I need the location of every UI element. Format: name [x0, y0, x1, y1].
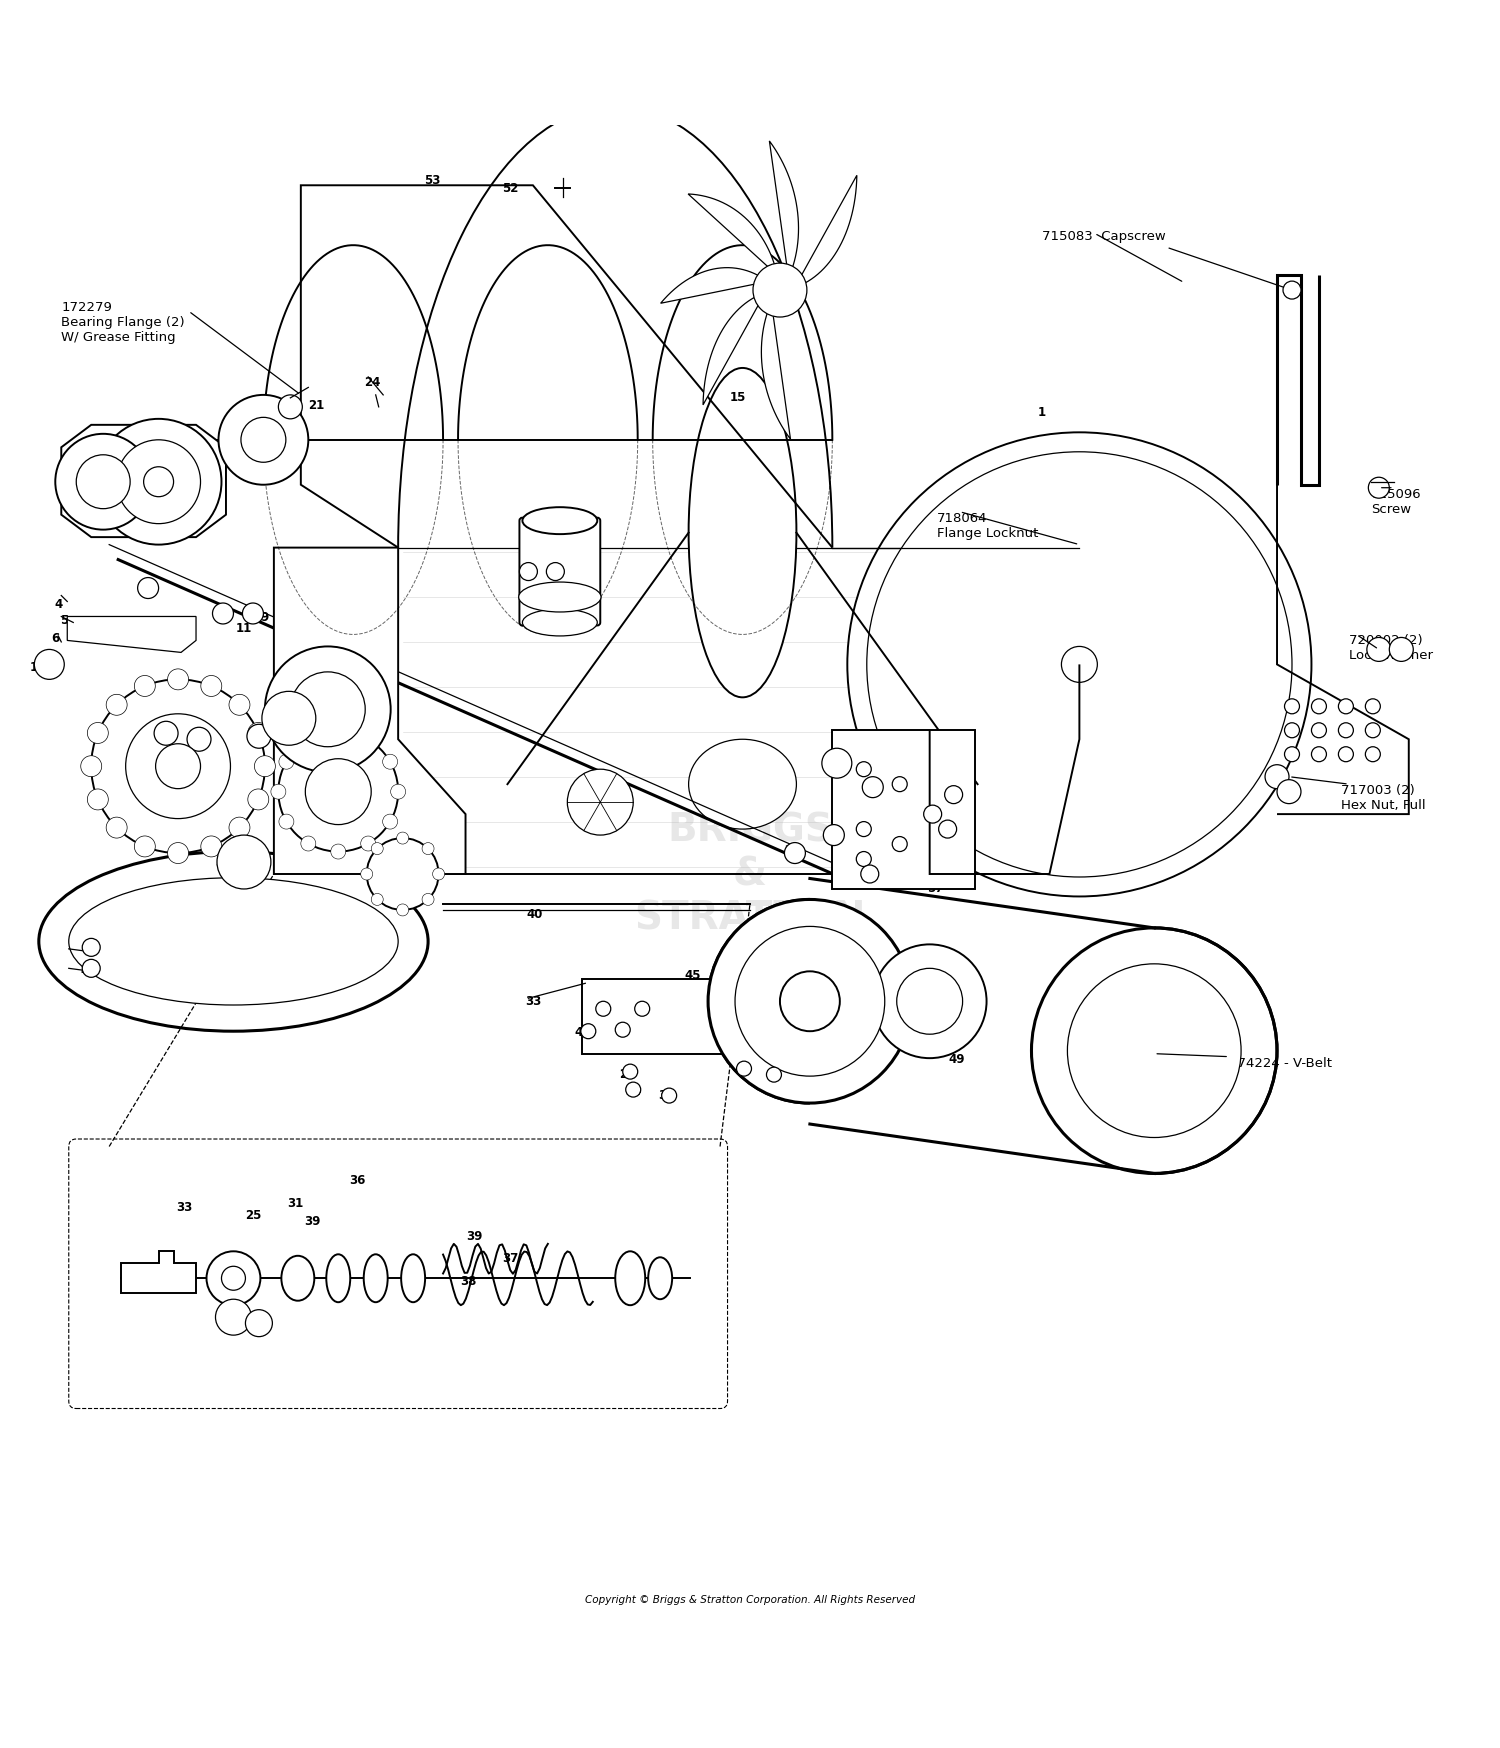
Text: 31: 31 [286, 1197, 303, 1210]
Circle shape [1032, 928, 1276, 1173]
Text: 45: 45 [686, 970, 702, 982]
Circle shape [56, 434, 152, 530]
Circle shape [432, 869, 444, 879]
Text: 3: 3 [312, 559, 320, 572]
Polygon shape [688, 194, 777, 276]
Ellipse shape [400, 1255, 424, 1302]
Circle shape [856, 851, 871, 867]
Circle shape [366, 837, 438, 911]
Text: 54: 54 [530, 559, 546, 572]
Circle shape [135, 836, 156, 857]
Circle shape [34, 650, 64, 680]
Circle shape [246, 1309, 273, 1337]
Polygon shape [68, 617, 196, 652]
Circle shape [248, 788, 268, 809]
Circle shape [370, 893, 382, 905]
Circle shape [1338, 722, 1353, 738]
Text: 43: 43 [74, 946, 90, 958]
Text: 52: 52 [503, 182, 519, 194]
Text: 13: 13 [188, 731, 204, 745]
Circle shape [87, 788, 108, 809]
Circle shape [144, 467, 174, 496]
Text: 20: 20 [270, 404, 286, 416]
Text: 5: 5 [60, 615, 69, 628]
Circle shape [266, 647, 390, 773]
Circle shape [279, 753, 294, 769]
Text: 28: 28 [825, 827, 842, 841]
Circle shape [1068, 963, 1240, 1138]
Text: 44: 44 [80, 965, 96, 977]
Text: 29: 29 [783, 844, 800, 857]
Text: 2: 2 [315, 692, 322, 706]
Text: 718064
Flange Locknut: 718064 Flange Locknut [938, 512, 1038, 540]
Circle shape [302, 836, 316, 851]
Text: 4: 4 [54, 598, 63, 612]
Circle shape [1389, 638, 1413, 661]
Circle shape [360, 732, 375, 748]
Ellipse shape [327, 1255, 350, 1302]
Circle shape [1311, 746, 1326, 762]
Circle shape [662, 1087, 676, 1103]
Circle shape [422, 893, 434, 905]
Circle shape [92, 680, 266, 853]
Text: 17: 17 [260, 444, 276, 456]
Ellipse shape [648, 1257, 672, 1299]
Text: 7: 7 [144, 586, 152, 600]
Circle shape [360, 836, 375, 851]
Text: 15: 15 [730, 392, 746, 404]
Circle shape [1365, 746, 1380, 762]
Circle shape [856, 762, 871, 776]
Circle shape [106, 694, 128, 715]
Text: 46: 46 [574, 1026, 591, 1040]
Circle shape [135, 675, 156, 696]
Circle shape [117, 440, 201, 524]
Polygon shape [62, 425, 226, 537]
Ellipse shape [522, 608, 597, 636]
Circle shape [735, 926, 885, 1077]
Text: 23: 23 [136, 757, 153, 769]
Circle shape [1338, 699, 1353, 713]
Circle shape [390, 785, 405, 799]
Circle shape [1282, 281, 1300, 299]
Text: 18: 18 [124, 425, 141, 437]
Text: 58: 58 [936, 823, 952, 836]
Circle shape [924, 806, 942, 823]
Text: 47: 47 [734, 1063, 748, 1075]
Circle shape [897, 968, 963, 1035]
Circle shape [822, 748, 852, 778]
Circle shape [892, 776, 908, 792]
Circle shape [1366, 638, 1390, 661]
Text: 16: 16 [140, 475, 156, 488]
Ellipse shape [69, 877, 398, 1005]
Polygon shape [122, 1252, 196, 1294]
Circle shape [824, 825, 844, 846]
Circle shape [201, 675, 222, 696]
Circle shape [207, 1252, 261, 1306]
Text: 41: 41 [320, 921, 336, 935]
Circle shape [201, 836, 222, 857]
Text: 34: 34 [224, 1311, 240, 1323]
Text: 720002 (2)
Lock Washer: 720002 (2) Lock Washer [1348, 635, 1432, 662]
Text: BRIGGS
&
STRATTON: BRIGGS & STRATTON [634, 811, 866, 937]
Text: 12: 12 [251, 731, 267, 745]
Circle shape [873, 944, 987, 1058]
Circle shape [279, 732, 398, 851]
Circle shape [272, 785, 286, 799]
Circle shape [519, 563, 537, 580]
Circle shape [862, 776, 883, 797]
Circle shape [945, 785, 963, 804]
Text: 49: 49 [948, 1052, 964, 1066]
Circle shape [81, 755, 102, 776]
Polygon shape [582, 979, 780, 1054]
Circle shape [360, 869, 372, 879]
Circle shape [76, 454, 130, 509]
Circle shape [634, 1002, 650, 1016]
Text: 19: 19 [272, 708, 288, 722]
Circle shape [302, 732, 316, 748]
Text: 55: 55 [566, 568, 582, 580]
Polygon shape [833, 731, 975, 890]
Circle shape [780, 972, 840, 1031]
Circle shape [1062, 647, 1098, 682]
Ellipse shape [282, 1255, 315, 1301]
Circle shape [1276, 780, 1300, 804]
